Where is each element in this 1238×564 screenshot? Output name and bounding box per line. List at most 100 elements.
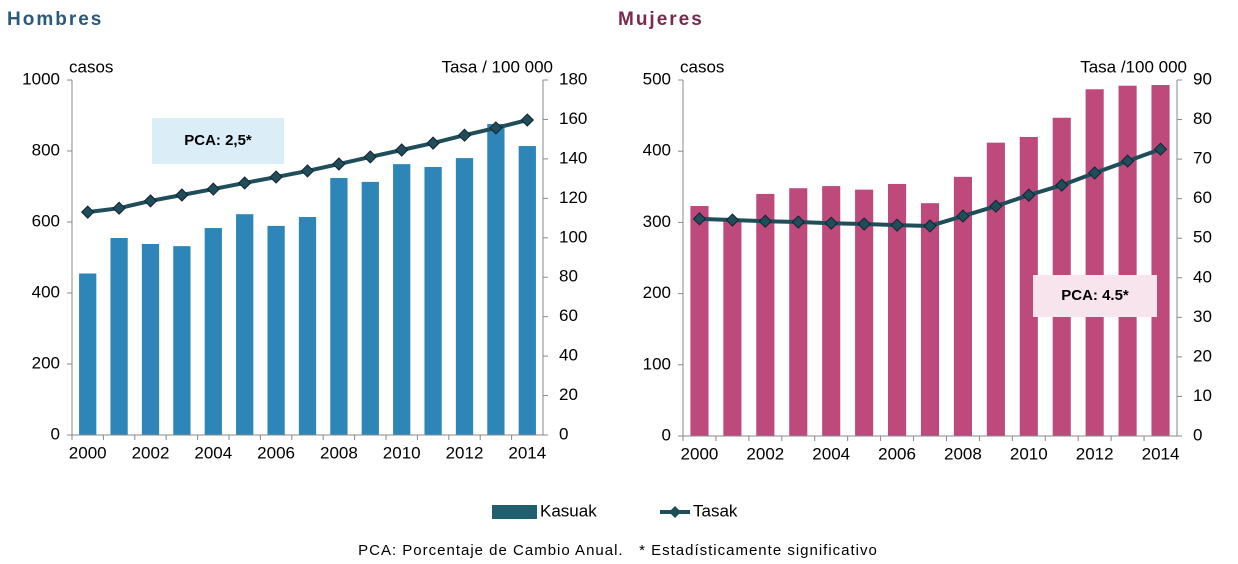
y-tick-label: 600 — [32, 211, 60, 230]
bar — [393, 164, 411, 435]
y2-tick-label: 20 — [559, 385, 578, 404]
marker — [206, 182, 221, 196]
x-tick-label: 2000 — [69, 443, 107, 462]
bar — [236, 214, 254, 435]
bar — [986, 142, 1005, 436]
y-tick-label: 400 — [32, 282, 60, 301]
marker — [1022, 188, 1036, 202]
y2-tick-label: 70 — [1193, 149, 1212, 168]
bar — [953, 176, 972, 436]
legend-swatch — [492, 505, 537, 519]
x-tick-label: 2006 — [878, 444, 916, 463]
x-tick-label: 2012 — [446, 443, 484, 462]
marker — [332, 157, 346, 171]
footnote: PCA: Porcentaje de Cambio Anual. * Estad… — [358, 542, 878, 559]
marker — [890, 218, 904, 232]
marker — [363, 150, 378, 164]
y-tick-label: 0 — [51, 424, 60, 443]
y2-tick-label: 30 — [1193, 307, 1212, 326]
bar — [173, 246, 191, 435]
y-tick-label: 0 — [662, 425, 671, 444]
bar — [424, 166, 442, 435]
marker — [520, 113, 535, 127]
bar — [487, 124, 505, 436]
annotation: PCA: 2,5* — [184, 132, 252, 149]
bar — [361, 181, 379, 435]
y2-tick-label: 120 — [559, 188, 587, 207]
marker — [1153, 142, 1168, 156]
annotation-box — [1033, 275, 1157, 317]
legend-label: Kasuak — [540, 501, 597, 520]
bar — [888, 183, 907, 436]
y2-tick-label: 0 — [559, 424, 568, 443]
bar — [723, 218, 742, 436]
bar — [756, 193, 775, 436]
marker — [269, 170, 283, 184]
marker — [923, 219, 937, 233]
bar — [855, 189, 874, 436]
y2-tick-label: 50 — [1193, 228, 1212, 247]
bar — [1019, 136, 1038, 436]
marker — [1120, 154, 1135, 168]
legend-label: Tasak — [693, 501, 738, 520]
bar — [79, 273, 97, 435]
y2-tick-label: 40 — [559, 346, 578, 365]
bar — [204, 228, 222, 435]
marker — [457, 128, 472, 142]
marker — [725, 213, 740, 227]
marker — [237, 176, 252, 190]
y2-tick-label: 20 — [1193, 346, 1212, 365]
bar — [330, 177, 348, 436]
y-tick-label: 800 — [32, 140, 60, 159]
marker — [692, 212, 707, 226]
marker — [857, 217, 871, 231]
y2-tick-label: 100 — [559, 227, 587, 246]
marker — [1087, 166, 1102, 180]
marker — [112, 201, 126, 215]
y-tick-label: 400 — [643, 141, 671, 160]
bar — [1085, 89, 1104, 437]
y2-tick-label: 140 — [559, 148, 587, 167]
x-tick-label: 2010 — [1010, 444, 1048, 463]
chart-title: Hombres — [7, 9, 103, 30]
x-tick-label: 2004 — [194, 443, 232, 462]
y-axis-label: casos — [69, 57, 113, 76]
marker — [758, 214, 773, 228]
bar — [141, 244, 160, 435]
bar — [920, 203, 940, 436]
bar — [298, 217, 317, 435]
x-tick-label: 2010 — [383, 443, 421, 462]
x-tick-label: 2012 — [1076, 444, 1114, 463]
marker — [489, 121, 503, 135]
y2-tick-label: 90 — [1193, 69, 1212, 88]
y2-tick-label: 10 — [1193, 386, 1212, 405]
y2-tick-label: 80 — [559, 267, 578, 286]
x-tick-label: 2008 — [944, 444, 982, 463]
y2-tick-label: 0 — [1193, 425, 1202, 444]
marker — [1055, 178, 1069, 192]
y2-tick-label: 80 — [1193, 109, 1212, 128]
bar — [455, 158, 474, 435]
marker — [175, 188, 189, 202]
x-tick-label: 2004 — [812, 444, 850, 463]
marker — [80, 205, 95, 219]
legend-marker — [669, 506, 681, 518]
x-tick-label: 2000 — [681, 444, 719, 463]
y-tick-label: 500 — [643, 69, 671, 88]
y-tick-label: 100 — [643, 354, 671, 373]
bar — [789, 188, 808, 436]
y-axis-label: casos — [680, 57, 724, 76]
y2-tick-label: 160 — [559, 109, 587, 128]
x-tick-label: 2002 — [132, 443, 170, 462]
bar — [267, 225, 285, 435]
chart-title: Mujeres — [618, 9, 704, 30]
y-tick-label: 200 — [32, 353, 60, 372]
x-tick-label: 2006 — [257, 443, 295, 462]
x-tick-label: 2014 — [1142, 444, 1180, 463]
bar — [110, 237, 128, 435]
marker — [394, 143, 409, 157]
y-tick-label: 200 — [643, 283, 671, 302]
marker — [956, 209, 970, 223]
y2-tick-label: 40 — [1193, 267, 1212, 286]
